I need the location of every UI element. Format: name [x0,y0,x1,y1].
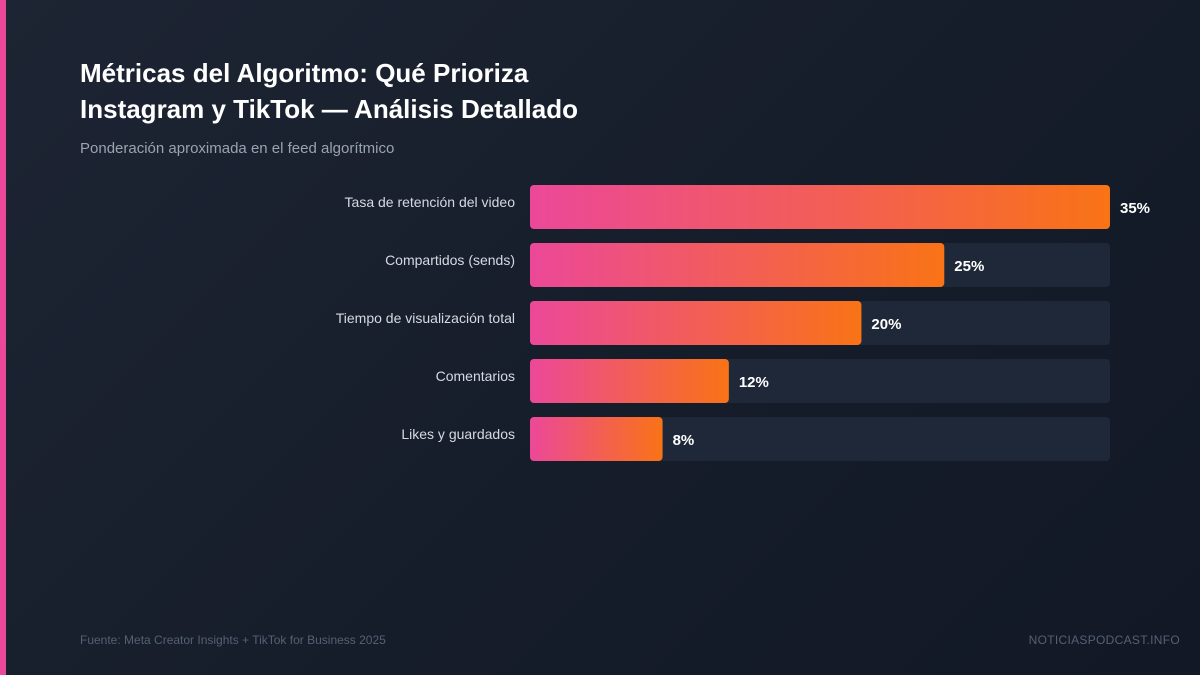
value-label: 25% [954,258,984,275]
chart-subtitle: Ponderación aproximada en el feed algorí… [80,140,395,157]
chart-title-line-2: Instagram y TikTok — Análisis Detallado [80,94,578,124]
value-label: 12% [739,374,769,391]
bar [530,359,729,403]
source-note: Fuente: Meta Creator Insights + TikTok f… [80,633,386,647]
category-label: Comentarios [436,368,515,384]
bar-track [530,417,1110,461]
bar [530,185,1110,229]
brand-label: NOTICIASPODCAST.INFO [1028,633,1180,647]
bar [530,243,945,287]
chart-title: Métricas del Algoritmo: Qué Prioriza Ins… [80,55,780,127]
chart-title-line-1: Métricas del Algoritmo: Qué Prioriza [80,58,529,88]
category-label: Tiempo de visualización total [336,310,515,326]
value-label: 20% [871,316,901,333]
accent-bar [0,0,6,675]
bars-layer: Tasa de retención del video 35% Compartido… [336,185,1150,461]
value-label: 35% [1120,200,1150,217]
value-label: 8% [673,432,695,449]
category-label: Tasa de retención del video [345,194,516,210]
category-label: Likes y guardados [401,426,515,442]
category-label: Compartidos (sends) [385,252,515,268]
bar [530,301,862,345]
bar [530,417,663,461]
